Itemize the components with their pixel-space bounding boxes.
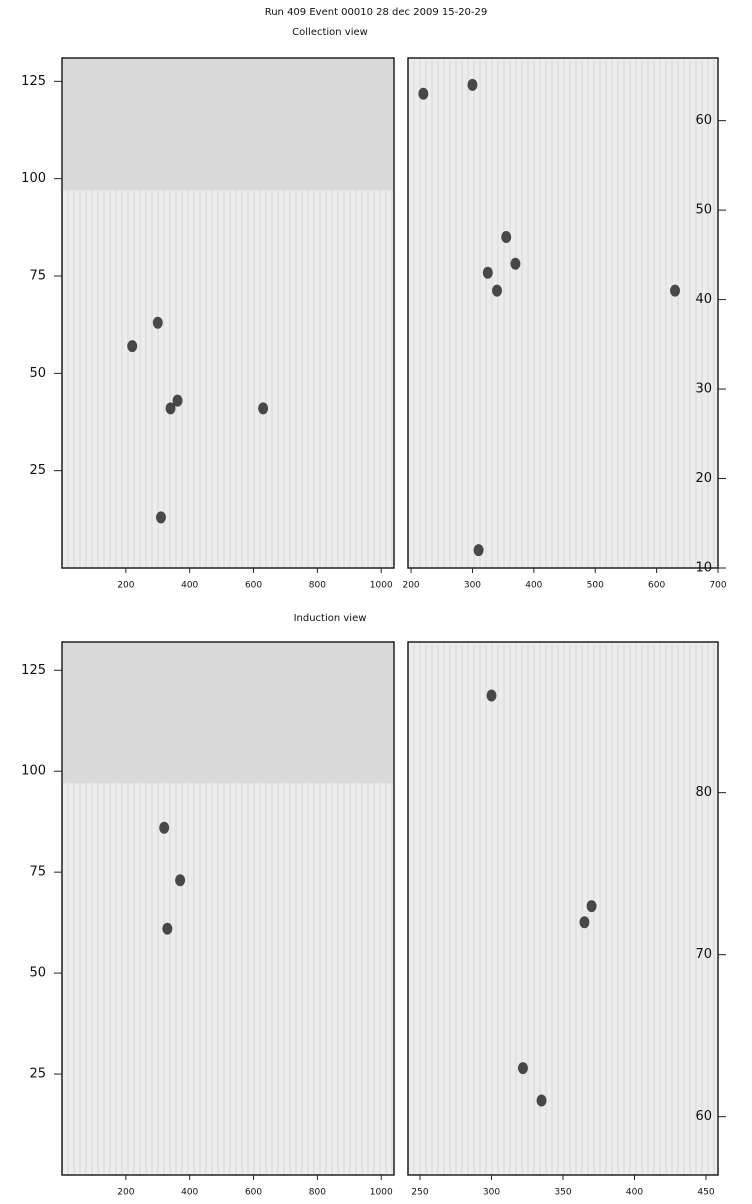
hit <box>258 402 269 415</box>
x-tick-label: 400 <box>525 581 542 591</box>
hit <box>152 316 163 329</box>
hit <box>473 544 484 557</box>
y-tick-label: 20 <box>695 471 712 486</box>
hit <box>517 1062 528 1075</box>
x-tick-label: 250 <box>411 1188 428 1198</box>
inactive-region <box>62 642 394 784</box>
hit <box>482 266 493 279</box>
y-tick-label: 10 <box>695 561 712 576</box>
x-tick-label: 200 <box>117 581 134 591</box>
hit <box>501 230 512 243</box>
y-tick-label: 70 <box>695 947 712 962</box>
x-tick-label: 400 <box>626 1188 643 1198</box>
hit <box>486 689 497 702</box>
y-tick-label: 60 <box>695 1109 712 1124</box>
x-tick-label: 600 <box>648 581 665 591</box>
x-tick-label: 450 <box>697 1188 714 1198</box>
view-title: Induction view <box>294 613 367 624</box>
x-tick-label: 350 <box>554 1188 571 1198</box>
y-tick-label: 125 <box>21 74 46 89</box>
y-tick-label: 40 <box>695 292 712 307</box>
x-tick-label: 200 <box>402 581 419 591</box>
panel-frame <box>61 57 395 569</box>
view-title: Collection view <box>292 27 368 38</box>
y-tick-label: 50 <box>29 966 46 981</box>
y-tick-label: 25 <box>29 1067 46 1082</box>
x-tick-label: 500 <box>587 581 604 591</box>
y-tick-label: 75 <box>29 269 46 284</box>
x-tick-label: 400 <box>181 581 198 591</box>
y-tick-label: 50 <box>695 203 712 218</box>
hit <box>175 874 186 887</box>
x-tick-label: 200 <box>117 1188 134 1198</box>
hit <box>162 922 173 935</box>
hit <box>155 511 166 524</box>
hit <box>418 87 429 100</box>
panel-frame <box>61 641 395 1176</box>
x-tick-label: 700 <box>709 581 726 591</box>
y-tick-label: 30 <box>695 382 712 397</box>
y-tick-label: 25 <box>29 463 46 478</box>
chart-title: Run 409 Event 00010 28 dec 2009 15-20-29 <box>265 7 488 18</box>
x-tick-label: 600 <box>245 581 262 591</box>
x-tick-label: 800 <box>309 581 326 591</box>
hit <box>492 284 503 297</box>
x-tick-label: 300 <box>464 581 481 591</box>
panel-frame <box>407 57 719 569</box>
hit <box>586 900 597 913</box>
x-tick-label: 800 <box>309 1188 326 1198</box>
hit <box>510 257 521 270</box>
x-tick-label: 400 <box>181 1188 198 1198</box>
hit <box>172 394 183 407</box>
y-tick-label: 100 <box>21 764 46 779</box>
y-tick-label: 125 <box>21 663 46 678</box>
y-tick-label: 80 <box>695 785 712 800</box>
hit <box>670 284 681 297</box>
x-tick-label: 1000 <box>370 581 393 591</box>
y-tick-label: 50 <box>29 366 46 381</box>
hit <box>127 340 138 353</box>
y-tick-label: 75 <box>29 865 46 880</box>
hit <box>579 916 590 929</box>
inactive-region <box>62 58 394 191</box>
x-tick-label: 600 <box>245 1188 262 1198</box>
hit <box>165 402 176 415</box>
y-tick-label: 100 <box>21 171 46 186</box>
hit <box>159 821 170 834</box>
x-tick-label: 1000 <box>370 1188 393 1198</box>
y-tick-label: 60 <box>695 113 712 128</box>
hit <box>467 78 478 91</box>
hit <box>536 1094 547 1107</box>
x-tick-label: 300 <box>483 1188 500 1198</box>
